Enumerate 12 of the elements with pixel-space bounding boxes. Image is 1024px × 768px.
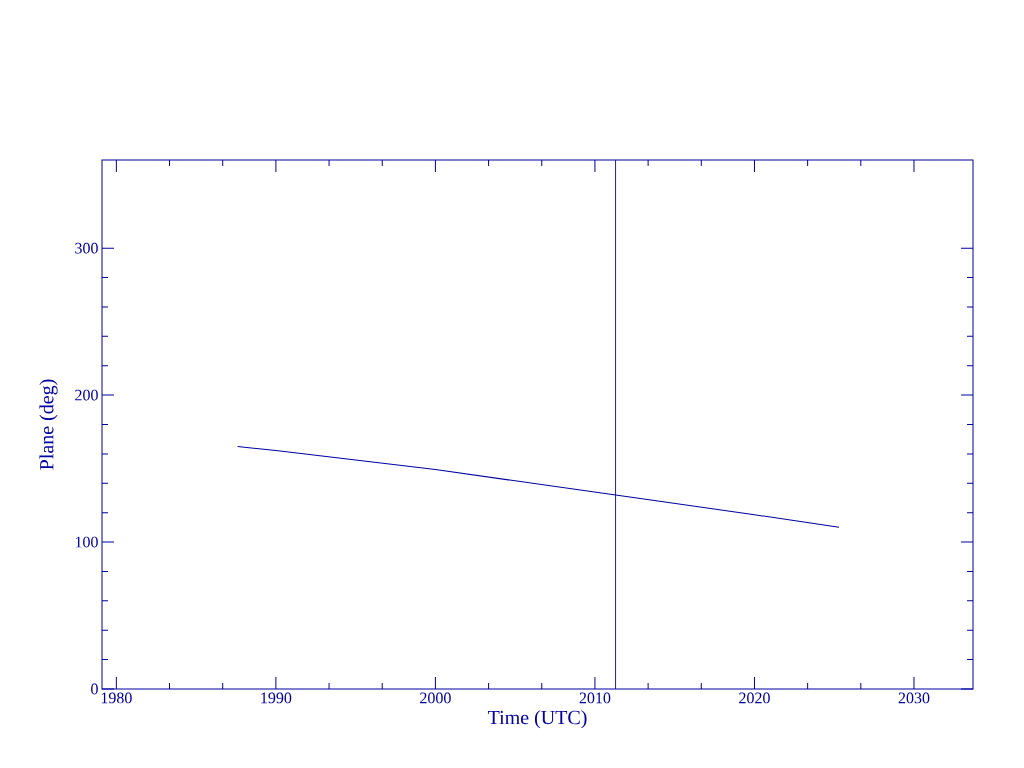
x-tick-label: 2030 — [898, 692, 930, 704]
y-axis-title: Plane (deg) — [39, 379, 58, 470]
x-tick-label: 1980 — [101, 692, 132, 704]
x-axis-title: Time (UTC) — [487, 710, 587, 729]
y-tick-label: 0 — [91, 683, 98, 695]
x-tick-label: 2020 — [739, 692, 770, 704]
x-tick-label: 2000 — [420, 692, 451, 704]
y-tick-label: 100 — [75, 536, 98, 548]
x-tick-label: 2010 — [579, 692, 611, 704]
y-tick-label: 200 — [75, 389, 98, 401]
y-tick-label: 300 — [75, 242, 98, 254]
x-tick-label: 1990 — [261, 692, 292, 704]
